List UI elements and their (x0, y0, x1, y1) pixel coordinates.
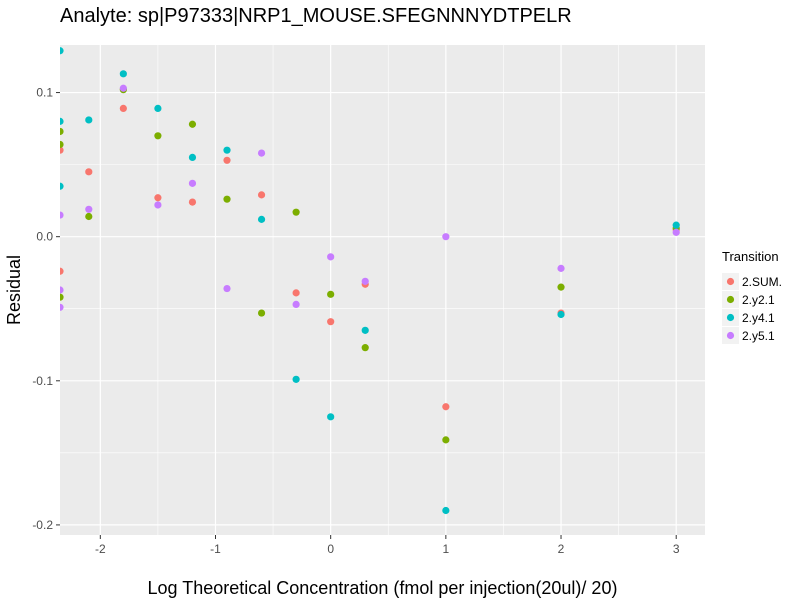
data-point-series-2 (327, 413, 335, 421)
x-tick-label: 0 (327, 542, 334, 556)
data-point-series-1 (154, 132, 162, 140)
data-point-series-0 (85, 168, 93, 176)
x-axis-title: Log Theoretical Concentration (fmol per … (148, 578, 618, 598)
data-point-series-0 (327, 318, 335, 326)
y-tick-label: 0.1 (36, 86, 53, 100)
data-point-series-3 (188, 179, 197, 187)
legend-label-3: 2.y5.1 (742, 329, 775, 343)
y-tick-label: -0.2 (32, 518, 53, 532)
data-point-series-1 (60, 140, 64, 149)
x-tick-label: -2 (95, 542, 106, 556)
data-point-series-3 (557, 264, 565, 272)
data-point-series-3 (361, 277, 369, 285)
data-point-series-2 (442, 506, 450, 515)
data-point-series-2 (119, 70, 127, 78)
data-point-series-1 (327, 290, 335, 298)
x-tick-label: 3 (673, 542, 680, 556)
legend-label-0: 2.SUM. (742, 275, 782, 289)
x-tick-label: -1 (210, 542, 221, 556)
data-point-series-3 (327, 253, 335, 261)
data-point-series-0 (154, 194, 162, 202)
data-point-series-1 (60, 293, 64, 301)
legend-label-2: 2.y4.1 (742, 311, 775, 325)
data-point-series-0 (119, 104, 127, 113)
x-axis-ticks: -2 -1 0 1 2 3 (95, 535, 680, 556)
data-point-series-2 (257, 215, 266, 223)
minor-gridlines (60, 45, 705, 535)
data-point-series-0 (257, 191, 266, 199)
data-point-series-3 (85, 205, 93, 213)
data-point-series-3 (119, 84, 127, 92)
data-point-series-2 (188, 153, 197, 162)
data-point-series-1 (557, 283, 565, 291)
data-point-series-2 (85, 116, 93, 124)
data-point-series-2 (292, 375, 300, 383)
data-point-series-1 (292, 208, 300, 216)
data-point-series-2 (361, 326, 369, 334)
data-point-series-3 (60, 211, 64, 219)
data-point-series-1 (223, 195, 231, 203)
data-point-series-0 (223, 156, 231, 164)
data-point-series-2 (557, 310, 565, 319)
y-axis-ticks: -0.2 -0.1 0.0 0.1 (32, 86, 60, 532)
data-point-series-3 (442, 233, 450, 241)
data-point-series-0 (60, 267, 64, 275)
data-point-series-1 (361, 344, 369, 352)
data-point-series-3 (60, 303, 64, 311)
data-points (60, 47, 680, 515)
data-point-series-0 (188, 198, 197, 206)
data-point-series-2 (60, 182, 64, 190)
data-point-series-1 (60, 127, 64, 136)
data-point-series-1 (442, 436, 450, 444)
y-tick-label: 0.0 (36, 230, 53, 244)
data-point-series-3 (154, 201, 162, 209)
data-point-series-0 (60, 146, 64, 154)
data-point-series-0 (292, 289, 300, 297)
data-point-series-3 (672, 228, 680, 236)
legend: Transition 2.SUM. 2.y2.1 2.y4.1 2.y5.1 (722, 249, 782, 344)
chart-title: Analyte: sp|P97333|NRP1_MOUSE.SFEGNNNYDT… (60, 5, 572, 27)
data-point-series-1 (188, 120, 197, 128)
x-tick-label: 1 (443, 542, 450, 556)
data-point-series-2 (154, 104, 162, 113)
legend-key-2 (726, 313, 735, 322)
legend-label-1: 2.y2.1 (742, 293, 775, 307)
data-point-series-3 (257, 149, 266, 157)
y-axis-title: Residual (4, 255, 24, 325)
data-point-series-3 (223, 284, 231, 293)
y-tick-label: -0.1 (32, 374, 53, 388)
legend-key-0 (726, 277, 735, 286)
data-point-series-2 (672, 221, 680, 229)
data-point-series-0 (442, 403, 450, 411)
data-point-series-2 (60, 47, 64, 55)
data-point-series-1 (257, 309, 266, 317)
legend-key-1 (726, 295, 735, 304)
legend-title: Transition (722, 249, 779, 264)
data-point-series-1 (85, 212, 93, 221)
data-point-series-2 (223, 146, 231, 154)
legend-items: 2.SUM. 2.y2.1 2.y4.1 2.y5.1 (722, 273, 782, 344)
data-point-series-3 (60, 286, 64, 294)
legend-key-3 (726, 331, 735, 340)
plot-panel (60, 45, 705, 535)
data-point-series-2 (60, 117, 64, 125)
data-point-series-3 (292, 300, 300, 309)
x-tick-label: 2 (558, 542, 565, 556)
